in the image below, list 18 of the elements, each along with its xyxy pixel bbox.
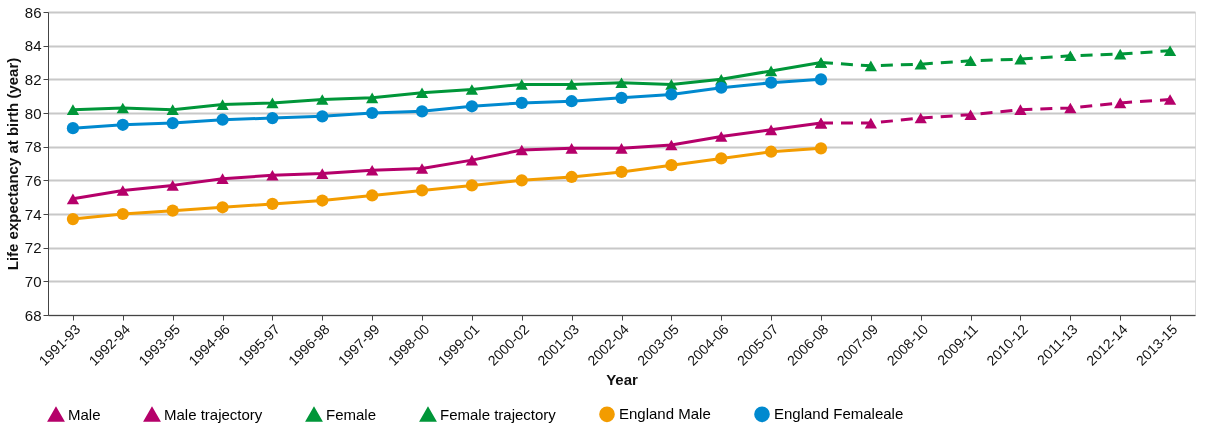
y-tick-label: 84 bbox=[24, 37, 42, 55]
legend-label: Male trajectory bbox=[164, 405, 263, 423]
y-tick-label: 86 bbox=[24, 3, 42, 21]
y-tick-label: 70 bbox=[24, 272, 42, 290]
y-tick-label: 78 bbox=[24, 138, 42, 156]
x-axis-title: Year bbox=[606, 370, 639, 388]
y-tick-label: 76 bbox=[24, 171, 42, 189]
y-axis-title: Life expectancy at birth (year) bbox=[3, 57, 21, 271]
legend-label: Female trajectory bbox=[440, 405, 557, 423]
y-tick-label: 68 bbox=[24, 306, 42, 324]
legend-label: England Femaleale bbox=[774, 405, 904, 423]
y-tick-label: 80 bbox=[24, 104, 42, 122]
y-tick-label: 82 bbox=[24, 70, 42, 88]
legend-label: England Male bbox=[619, 405, 711, 423]
legend-label: Male bbox=[68, 405, 101, 423]
y-tick-label: 72 bbox=[24, 239, 42, 257]
legend-label: Female bbox=[326, 405, 377, 423]
y-tick-label: 74 bbox=[24, 205, 42, 223]
